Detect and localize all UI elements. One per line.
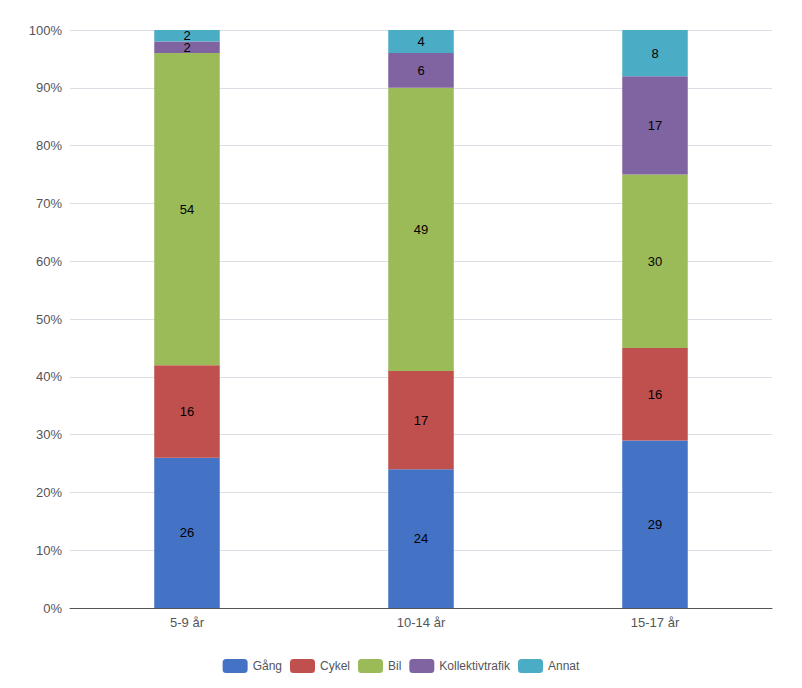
svg-text:Bil: Bil bbox=[388, 659, 401, 673]
svg-text:16: 16 bbox=[648, 387, 662, 402]
svg-text:16: 16 bbox=[180, 404, 194, 419]
svg-text:2: 2 bbox=[183, 28, 190, 43]
svg-text:8: 8 bbox=[651, 46, 658, 61]
svg-text:Cykel: Cykel bbox=[320, 659, 350, 673]
svg-text:10-14 år: 10-14 år bbox=[397, 615, 446, 630]
svg-text:15-17 år: 15-17 år bbox=[631, 615, 680, 630]
svg-text:24: 24 bbox=[414, 531, 428, 546]
svg-text:30: 30 bbox=[648, 254, 662, 269]
svg-text:70%: 70% bbox=[36, 196, 62, 211]
svg-text:6: 6 bbox=[417, 63, 424, 78]
svg-text:Gång: Gång bbox=[253, 659, 282, 673]
svg-text:17: 17 bbox=[648, 118, 662, 133]
svg-text:29: 29 bbox=[648, 517, 662, 532]
svg-text:10%: 10% bbox=[36, 543, 62, 558]
svg-text:30%: 30% bbox=[36, 427, 62, 442]
svg-text:Kollektivtrafik: Kollektivtrafik bbox=[439, 659, 511, 673]
svg-text:2: 2 bbox=[183, 39, 191, 55]
svg-text:40%: 40% bbox=[36, 369, 62, 384]
svg-text:54: 54 bbox=[180, 202, 194, 217]
svg-text:100%: 100% bbox=[29, 23, 63, 38]
svg-text:26: 26 bbox=[180, 525, 194, 540]
svg-text:20%: 20% bbox=[36, 485, 62, 500]
svg-text:80%: 80% bbox=[36, 138, 62, 153]
svg-text:5-9 år: 5-9 år bbox=[170, 615, 205, 630]
svg-text:49: 49 bbox=[414, 222, 428, 237]
svg-text:0%: 0% bbox=[43, 601, 62, 616]
svg-text:90%: 90% bbox=[36, 80, 62, 95]
svg-text:60%: 60% bbox=[36, 254, 62, 269]
svg-text:4: 4 bbox=[417, 34, 424, 49]
svg-text:50%: 50% bbox=[36, 312, 62, 327]
svg-text:17: 17 bbox=[414, 413, 428, 428]
svg-text:Annat: Annat bbox=[548, 659, 580, 673]
